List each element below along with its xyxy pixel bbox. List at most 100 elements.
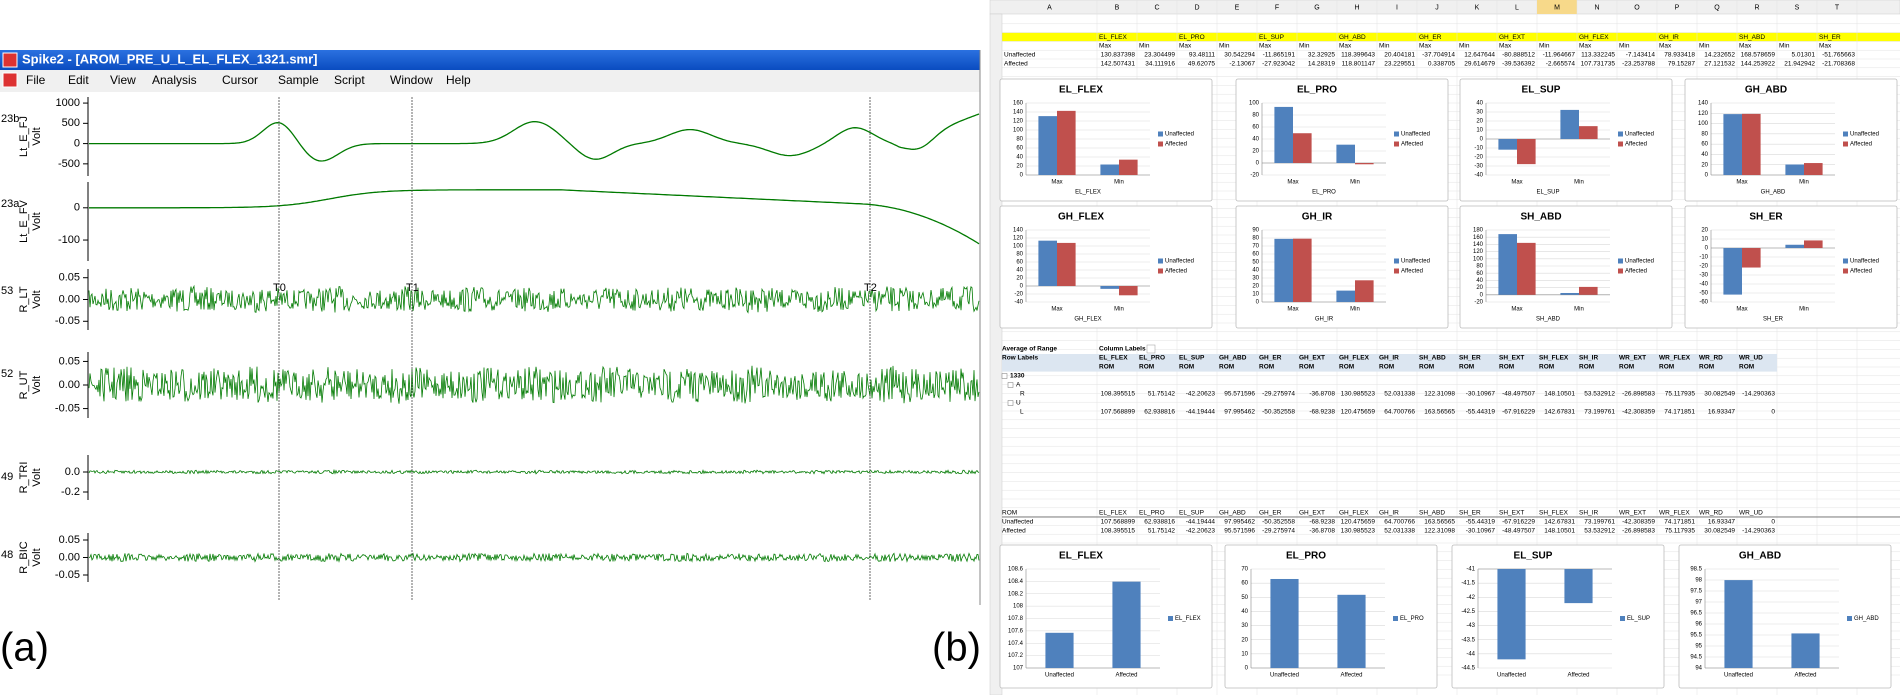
table-header: SH_ER: [1819, 34, 1841, 41]
bar: [1804, 163, 1823, 175]
cell-value: 30.542294: [1224, 52, 1255, 59]
x-tick-label: Min: [1574, 307, 1584, 313]
channel-id: 53: [1, 285, 13, 297]
cell-value: 32.32925: [1308, 52, 1335, 59]
y-tick-label: 120: [1698, 111, 1709, 117]
legend-label: Unaffected: [1401, 132, 1430, 138]
cell-value: -80.888512: [1502, 52, 1535, 59]
table-subheader: Min: [1619, 43, 1630, 50]
menu-item[interactable]: Analysis: [152, 73, 197, 87]
cell-value: 21.942942: [1784, 60, 1815, 67]
y-tick-label: 0: [1705, 173, 1709, 179]
column-letter: H: [1354, 4, 1359, 11]
menu-item[interactable]: File: [26, 73, 46, 87]
x-tick-label: Max: [1511, 307, 1522, 313]
bar: [1785, 164, 1804, 175]
y-tick-label: 40: [1016, 268, 1023, 274]
cell-value: 5.01301: [1792, 52, 1816, 59]
pivot-title: Average of Range: [1002, 346, 1057, 353]
cell-value: 74.171851: [1664, 409, 1695, 416]
y-tick-label: 95.5: [1690, 633, 1702, 639]
channel-id: 23a: [1, 198, 20, 210]
x-tick-label: Max: [1511, 180, 1522, 186]
channel-name: R_BIC: [18, 541, 30, 573]
channel-id: 49: [1, 471, 13, 483]
y-tick-label: 98.5: [1690, 567, 1702, 573]
pivot-column: GH_EXT: [1299, 355, 1325, 362]
y-tick-label: -20: [1699, 264, 1708, 270]
pivot-measure: ROM: [1339, 364, 1354, 371]
chart-frame: [999, 78, 1213, 202]
x-axis-label: SH_ABD: [1536, 317, 1561, 323]
menu-item[interactable]: Script: [334, 73, 365, 87]
column-letter: C: [1154, 4, 1159, 11]
legend-swatch: [1620, 616, 1625, 621]
menu-item[interactable]: Window: [390, 73, 433, 87]
cell-value: -21.708368: [1822, 60, 1855, 67]
x-axis-label: GH_FLEX: [1074, 317, 1101, 323]
legend-swatch: [1843, 141, 1848, 147]
y-tick-label: 0.00: [59, 551, 80, 563]
cell-value: -23.253788: [1622, 60, 1655, 67]
chart-frame: [1235, 78, 1449, 202]
row-label: Affected: [1004, 60, 1028, 67]
legend-swatch: [1158, 131, 1163, 137]
cell-value: 30.082549: [1704, 391, 1735, 398]
y-tick-label: 160: [1473, 235, 1484, 241]
doc-icon: [2, 72, 18, 88]
cell-value: -7.143414: [1626, 52, 1656, 59]
cell-value: 0: [1771, 409, 1775, 416]
rom-column: WR_RD: [1699, 510, 1723, 517]
pivot-column: GH_FLEX: [1339, 355, 1370, 362]
menu-item[interactable]: Edit: [68, 73, 89, 87]
chart-frame: [999, 205, 1213, 329]
cell-value: 14.232652: [1704, 52, 1735, 59]
pivot-measure: ROM: [1379, 364, 1394, 371]
y-tick-label: 107.2: [1008, 653, 1024, 659]
y-tick-label: 108.6: [1008, 567, 1024, 573]
cell-value: 148.10501: [1544, 391, 1575, 398]
y-tick-label: 20: [1016, 164, 1023, 170]
cell-value: 23.229551: [1384, 60, 1415, 67]
x-tick-label: Unaffected: [1497, 673, 1526, 679]
row-label: Affected: [1002, 528, 1026, 535]
y-tick-label: -10: [1699, 255, 1708, 261]
y-tick-label: 107.8: [1008, 616, 1024, 622]
cell-value: 130.985523: [1341, 391, 1376, 398]
rom-column: EL_PRO: [1139, 510, 1165, 517]
y-tick-label: 10: [1241, 651, 1248, 657]
menu-item[interactable]: Cursor: [222, 73, 258, 87]
menu-item[interactable]: Sample: [278, 73, 319, 87]
pivot-measure: ROM: [1299, 364, 1314, 371]
y-tick-label: 98: [1695, 578, 1702, 584]
legend-label: Affected: [1850, 269, 1872, 275]
y-tick-label: 1000: [56, 97, 80, 109]
table-header: GH_EXT: [1499, 34, 1525, 41]
legend-label: Unaffected: [1850, 132, 1879, 138]
cell-value: -26.898583: [1622, 391, 1655, 398]
pivot-measure: ROM: [1459, 364, 1474, 371]
y-tick-label: -42.5: [1461, 609, 1475, 615]
x-axis-label: EL_PRO: [1312, 190, 1336, 196]
table-subheader: Max: [1259, 43, 1272, 50]
y-tick-label: 60: [1252, 125, 1259, 131]
cell-value: 62.938816: [1144, 409, 1175, 416]
table-header: SH_ABD: [1739, 34, 1765, 41]
cell-value: 53.532912: [1584, 391, 1615, 398]
cell-value: -37.704914: [1422, 52, 1455, 59]
table-subheader: Min: [1539, 43, 1550, 50]
table-subheader: Max: [1099, 43, 1112, 50]
menu-item[interactable]: View: [110, 73, 136, 87]
bar: [1112, 581, 1141, 668]
y-tick-label: 60: [1016, 146, 1023, 152]
cell-value: 51.75142: [1148, 528, 1175, 535]
menu-item[interactable]: Help: [446, 73, 471, 87]
cell-value: 122.31098: [1424, 391, 1455, 398]
y-tick-label: -43.5: [1461, 637, 1475, 643]
y-tick-label: 108: [1013, 604, 1024, 610]
channel-name: R_UT: [18, 370, 30, 399]
channel-unit: Volt: [31, 376, 43, 394]
cell-value: 144.253922: [1741, 60, 1776, 67]
x-tick-label: Min: [1114, 307, 1124, 313]
y-tick-label: 100: [1698, 121, 1709, 127]
